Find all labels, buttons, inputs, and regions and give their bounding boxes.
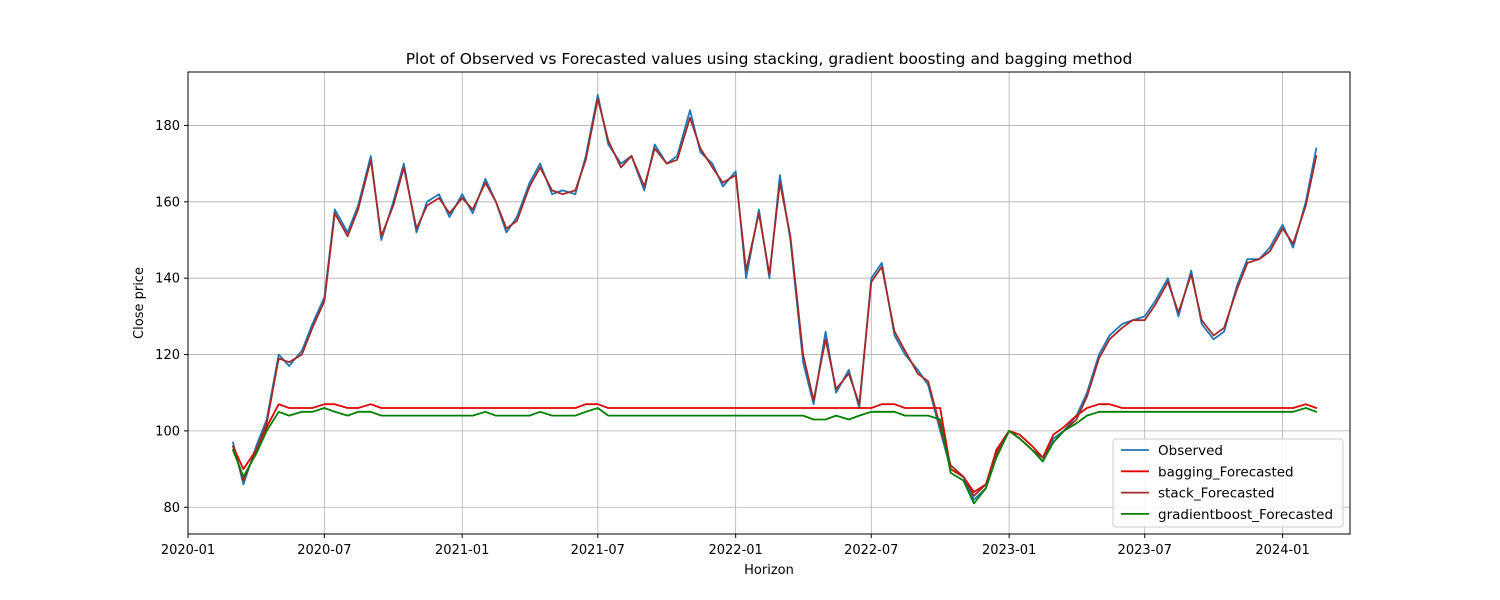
y-axis-label: Close price <box>132 267 147 339</box>
series-line-gradientboost-forecasted <box>232 407 1318 505</box>
x-tick-label: 2021-01 <box>435 543 489 558</box>
chart-title: Plot of Observed vs Forecasted values us… <box>406 50 1133 68</box>
series-line-bagging-forecasted <box>232 403 1318 493</box>
legend: Observed bagging_Forecasted stack_Forecast… <box>1112 438 1344 528</box>
x-tick-label: 2024-01 <box>1255 543 1309 558</box>
legend-label: gradientboost_Forecasted <box>1158 507 1333 523</box>
y-tick-label: 160 <box>155 195 180 210</box>
plot-frame <box>187 71 1351 535</box>
series-line-stack-forecasted <box>232 97 1318 497</box>
x-axis-label: Horizon <box>744 563 794 578</box>
x-tick-label: 2020-07 <box>297 543 351 558</box>
y-tick-label: 80 <box>163 501 180 516</box>
x-tick-label: 2021-07 <box>571 543 625 558</box>
y-tick-label: 120 <box>155 348 180 363</box>
x-tick-label: 2020-01 <box>161 543 215 558</box>
legend-label: Observed <box>1158 443 1223 459</box>
x-tick-label: 2023-01 <box>982 543 1036 558</box>
series-layer <box>232 94 1318 505</box>
x-tick-label: 2022-07 <box>844 543 898 558</box>
y-tick-label: 100 <box>155 424 180 439</box>
y-tick-label: 140 <box>155 272 180 287</box>
legend-label: bagging_Forecasted <box>1158 464 1294 480</box>
legend-label: stack_Forecasted <box>1158 486 1275 502</box>
x-tick-label: 2023-07 <box>1118 543 1172 558</box>
x-axis-ticks: 2020-01 2020-07 2021-01 2021-07 2022-01 2022-… <box>161 534 1310 558</box>
y-tick-label: 180 <box>155 119 180 134</box>
y-axis-ticks: 80 100 120 140 160 180 <box>155 119 188 516</box>
legend-box <box>1112 438 1344 528</box>
x-tick-label: 2022-01 <box>708 543 762 558</box>
